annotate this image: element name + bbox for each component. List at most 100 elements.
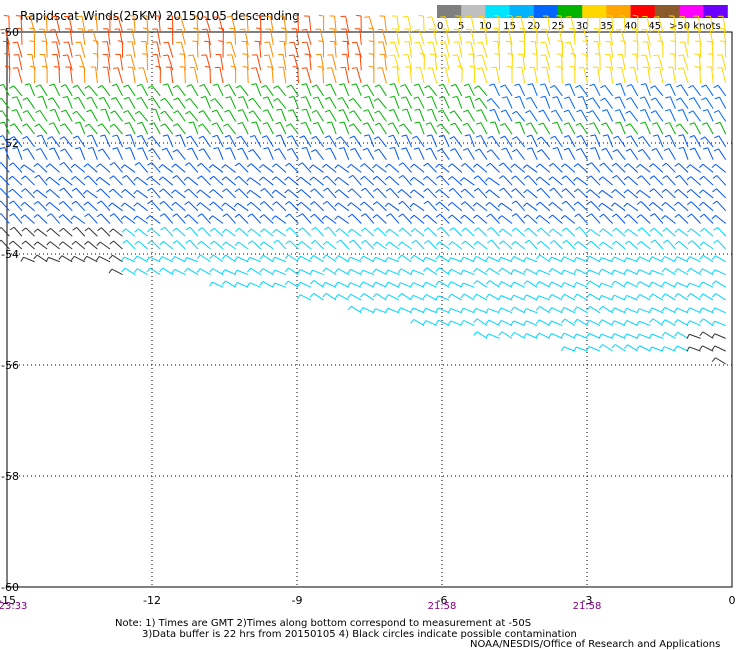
wind-barb	[604, 97, 614, 109]
wind-barb	[576, 306, 588, 314]
wind-barb	[238, 176, 249, 186]
wind-barb	[367, 148, 375, 160]
wind-barb-feather	[58, 241, 64, 246]
wind-barb	[88, 123, 98, 135]
wind-barb	[601, 319, 613, 327]
wind-barb-feather	[133, 202, 138, 207]
wind-barb-feather	[501, 147, 507, 151]
wind-barb-feather	[259, 254, 264, 260]
wind-barb-feather	[226, 15, 232, 18]
wind-barb	[418, 147, 425, 160]
wind-barb-feather	[167, 27, 173, 30]
wind-barb-feather	[447, 214, 453, 219]
wind-barb	[13, 85, 23, 97]
wind-barb-feather	[377, 67, 383, 69]
wind-barb-feather	[159, 213, 165, 217]
wind-barb	[38, 174, 48, 186]
wind-barb-feather	[96, 213, 102, 218]
wind-barb	[132, 67, 136, 84]
wind-barb	[515, 200, 526, 212]
wind-barb	[702, 189, 714, 199]
wind-barb-feather	[549, 187, 554, 192]
wind-barb	[577, 188, 588, 199]
wind-barb	[500, 295, 513, 301]
wind-barb-feather	[460, 188, 466, 193]
wind-barb	[576, 281, 588, 288]
wind-barb-feather	[523, 214, 528, 219]
wind-barb-feather	[309, 280, 315, 285]
wind-barb-feather	[208, 215, 213, 220]
wind-barb	[565, 200, 576, 212]
wind-barb-feather	[147, 240, 152, 245]
wind-barb	[241, 147, 249, 160]
wind-barb	[174, 268, 186, 275]
wind-barb	[359, 28, 362, 45]
wind-barb	[602, 176, 613, 186]
wind-barb-feather	[9, 136, 15, 140]
wind-barb-feather	[560, 307, 565, 312]
wind-barb-feather	[296, 269, 301, 274]
wind-barb	[566, 239, 576, 250]
wind-barb	[651, 333, 664, 339]
wind-barb	[668, 148, 676, 160]
wind-barb-feather	[611, 294, 615, 300]
wind-barb	[413, 189, 425, 199]
wind-barb-feather	[401, 134, 407, 137]
wind-barb-feather	[47, 97, 53, 101]
wind-barb-feather	[322, 282, 326, 287]
wind-barb-feather	[334, 281, 339, 287]
wind-barb-feather	[259, 176, 264, 181]
wind-barb-feather	[272, 163, 277, 168]
wind-barb-feather	[674, 332, 679, 337]
wind-barb-feather	[661, 346, 665, 352]
wind-barb	[174, 189, 186, 199]
wind-barb	[698, 16, 702, 33]
wind-barb-feather	[110, 110, 116, 114]
wind-barb	[714, 345, 726, 352]
wind-barb	[613, 333, 626, 339]
wind-barb	[326, 200, 337, 212]
legend-color-swatch	[606, 5, 631, 18]
wind-barb	[539, 176, 551, 186]
wind-barb	[657, 29, 664, 45]
wind-barb	[75, 200, 86, 212]
wind-barb	[528, 239, 538, 250]
wind-barb	[597, 67, 601, 84]
wind-barb-feather	[145, 215, 151, 220]
wind-barb	[251, 240, 262, 250]
wind-barb-feather	[198, 110, 204, 114]
wind-barb	[513, 269, 525, 275]
wind-barb	[669, 96, 676, 109]
wind-barb	[49, 241, 60, 250]
wind-barb-feather	[351, 83, 357, 86]
wind-barb	[491, 135, 500, 148]
wind-barb-feather	[209, 201, 214, 206]
wind-barb-feather	[674, 213, 680, 218]
wind-barb-feather	[121, 189, 126, 194]
wind-barb-feather	[221, 280, 226, 286]
wind-barb	[152, 148, 161, 160]
wind-barb	[288, 162, 299, 173]
wind-barb-feather	[104, 14, 110, 17]
wind-barb	[325, 267, 337, 275]
wind-barb-feather	[287, 135, 293, 139]
wind-barb-feather	[141, 14, 148, 17]
wind-barb-feather	[301, 41, 307, 44]
wind-barb-feather	[570, 52, 576, 55]
wind-barb	[368, 134, 375, 148]
wind-barb-feather	[449, 136, 455, 140]
wind-barb-feather	[100, 108, 106, 111]
wind-barb-feather	[573, 257, 577, 262]
wind-barb	[301, 162, 312, 173]
wind-barb	[495, 67, 501, 84]
wind-barb	[76, 84, 86, 97]
wind-barb	[669, 134, 676, 148]
wind-barb-feather	[414, 121, 420, 124]
wind-barb	[431, 96, 438, 109]
wind-barb	[513, 294, 525, 301]
wind-barb	[640, 241, 651, 250]
wind-barb	[0, 213, 10, 224]
wind-barb	[136, 189, 148, 199]
wind-barb	[252, 149, 262, 160]
wind-barb-feather	[368, 53, 374, 55]
